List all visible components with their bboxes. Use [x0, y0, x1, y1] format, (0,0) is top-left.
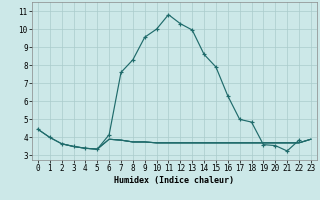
- X-axis label: Humidex (Indice chaleur): Humidex (Indice chaleur): [115, 176, 234, 185]
